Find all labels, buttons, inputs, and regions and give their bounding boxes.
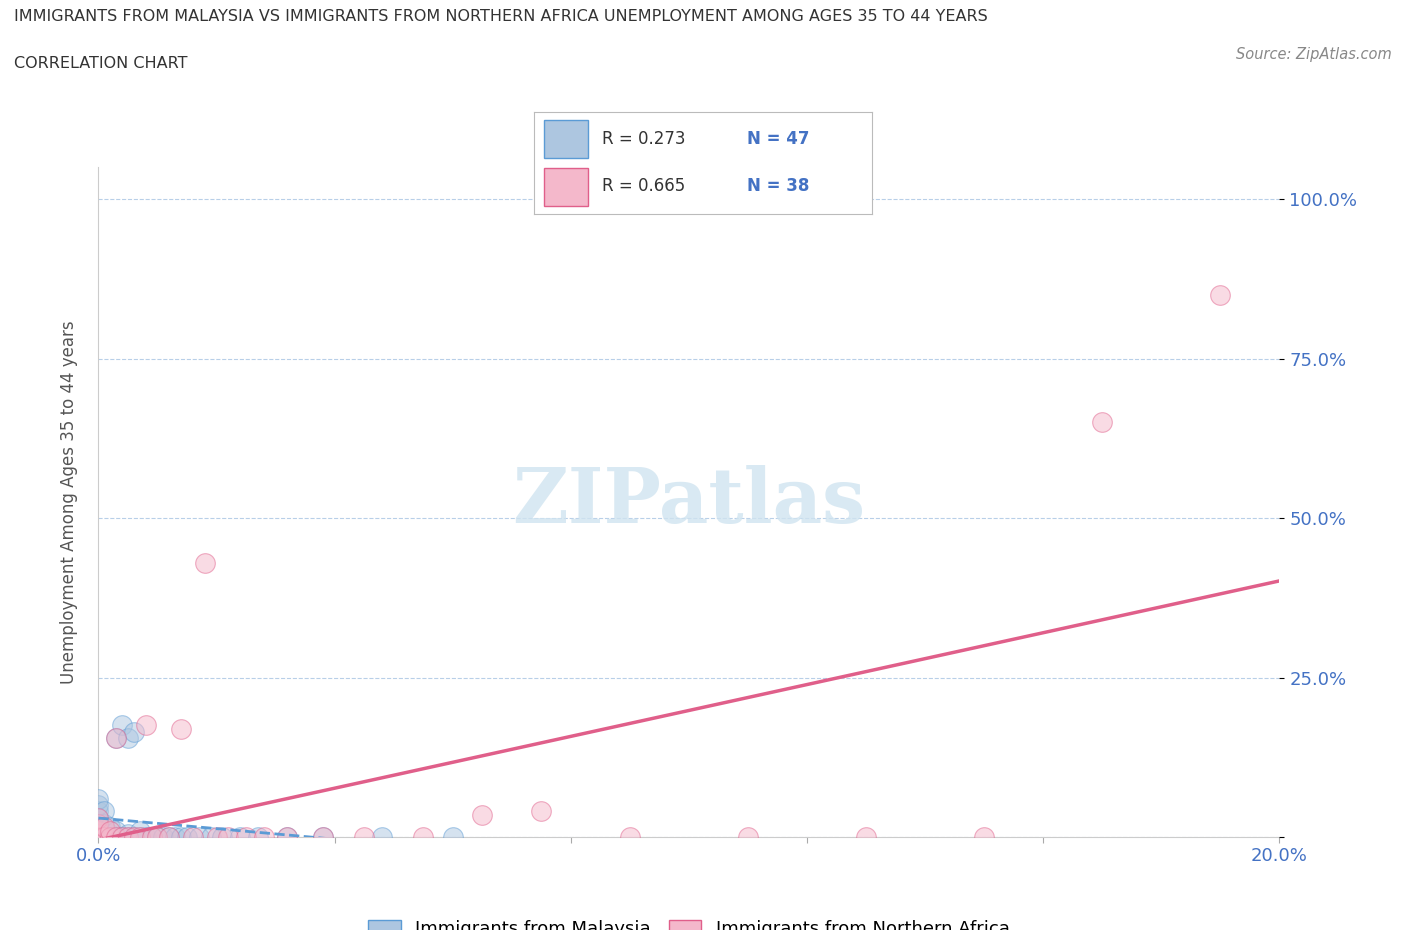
- Point: [205, 830, 228, 844]
- Text: IMMIGRANTS FROM MALAYSIA VS IMMIGRANTS FROM NORTHERN AFRICA UNEMPLOYMENT AMONG A: IMMIGRANTS FROM MALAYSIA VS IMMIGRANTS F…: [14, 9, 988, 24]
- Point: [619, 830, 641, 844]
- Point: [246, 830, 269, 844]
- Point: [111, 830, 134, 844]
- Point: [122, 724, 145, 739]
- Point: [87, 814, 110, 829]
- Text: R = 0.665: R = 0.665: [602, 178, 685, 195]
- Point: [353, 830, 375, 844]
- Point: [157, 830, 180, 844]
- Point: [105, 823, 128, 838]
- Point: [87, 830, 110, 844]
- Point: [146, 830, 169, 844]
- Point: [93, 823, 115, 838]
- Point: [146, 830, 169, 844]
- Point: [170, 721, 193, 736]
- Point: [87, 798, 110, 813]
- Point: [1209, 287, 1232, 302]
- Point: [135, 830, 157, 844]
- Text: CORRELATION CHART: CORRELATION CHART: [14, 56, 187, 71]
- Point: [141, 830, 163, 844]
- FancyBboxPatch shape: [544, 120, 588, 157]
- Point: [530, 804, 553, 819]
- Text: ZIPatlas: ZIPatlas: [512, 465, 866, 539]
- Point: [312, 830, 335, 844]
- Point: [98, 827, 121, 842]
- Point: [111, 718, 134, 733]
- Point: [128, 830, 150, 844]
- Point: [371, 830, 394, 844]
- Point: [165, 830, 187, 844]
- Point: [87, 823, 110, 838]
- Point: [87, 830, 110, 844]
- Point: [141, 830, 163, 844]
- Point: [87, 810, 110, 825]
- Point: [98, 830, 121, 844]
- Point: [187, 830, 209, 844]
- Point: [105, 731, 128, 746]
- Point: [312, 830, 335, 844]
- Point: [211, 830, 233, 844]
- Text: N = 38: N = 38: [747, 178, 810, 195]
- Point: [471, 807, 494, 822]
- Point: [93, 830, 115, 844]
- Point: [87, 817, 110, 831]
- Point: [87, 827, 110, 842]
- Point: [1091, 415, 1114, 430]
- Point: [87, 817, 110, 831]
- Point: [135, 718, 157, 733]
- Point: [229, 830, 252, 844]
- Point: [117, 827, 139, 842]
- Point: [176, 830, 198, 844]
- Point: [855, 830, 877, 844]
- Point: [253, 830, 276, 844]
- Point: [105, 731, 128, 746]
- Point: [117, 731, 139, 746]
- Point: [122, 830, 145, 844]
- Point: [98, 823, 121, 838]
- Point: [93, 820, 115, 835]
- Point: [181, 830, 204, 844]
- Point: [98, 830, 121, 844]
- Legend: Immigrants from Malaysia, Immigrants from Northern Africa: Immigrants from Malaysia, Immigrants fro…: [361, 913, 1017, 930]
- Point: [170, 830, 193, 844]
- Y-axis label: Unemployment Among Ages 35 to 44 years: Unemployment Among Ages 35 to 44 years: [59, 321, 77, 684]
- Point: [117, 830, 139, 844]
- Point: [87, 820, 110, 835]
- Point: [441, 830, 464, 844]
- Point: [200, 830, 222, 844]
- Point: [93, 827, 115, 842]
- Point: [98, 820, 121, 835]
- Point: [105, 830, 128, 844]
- Point: [87, 804, 110, 819]
- Point: [973, 830, 995, 844]
- Point: [87, 810, 110, 825]
- FancyBboxPatch shape: [544, 168, 588, 206]
- Point: [128, 823, 150, 838]
- Point: [117, 830, 139, 844]
- Point: [111, 830, 134, 844]
- Point: [87, 823, 110, 838]
- Point: [128, 830, 150, 844]
- Point: [105, 830, 128, 844]
- Point: [87, 827, 110, 842]
- Point: [276, 830, 298, 844]
- Point: [235, 830, 257, 844]
- Point: [93, 817, 115, 831]
- Point: [737, 830, 759, 844]
- Point: [217, 830, 239, 844]
- Text: N = 47: N = 47: [747, 130, 810, 148]
- Point: [87, 791, 110, 806]
- Point: [93, 804, 115, 819]
- Point: [276, 830, 298, 844]
- Text: R = 0.273: R = 0.273: [602, 130, 685, 148]
- Point: [93, 830, 115, 844]
- Point: [194, 555, 217, 570]
- Point: [122, 830, 145, 844]
- Text: Source: ZipAtlas.com: Source: ZipAtlas.com: [1236, 46, 1392, 61]
- Point: [152, 830, 174, 844]
- Point: [157, 830, 180, 844]
- Point: [412, 830, 434, 844]
